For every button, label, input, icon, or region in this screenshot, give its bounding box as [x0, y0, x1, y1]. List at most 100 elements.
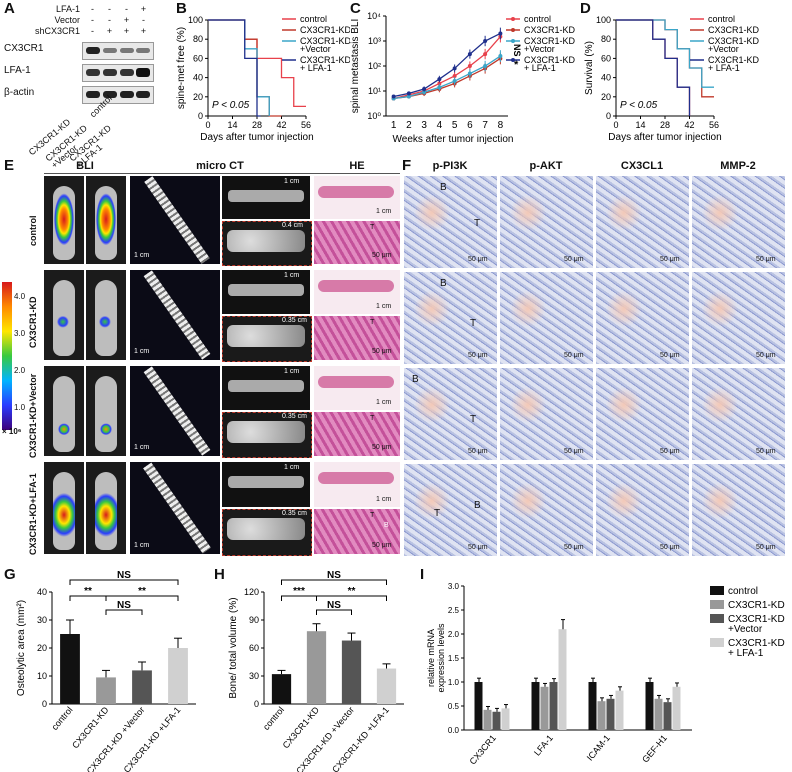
blot-band-lfa1: [82, 64, 154, 82]
x-axis-label: Weeks after tumor injection: [393, 134, 514, 145]
bar: [96, 677, 116, 704]
blot-band-actin: [82, 86, 154, 104]
y-tick-label: 30: [37, 615, 47, 625]
blot-row-label: shCX3CR1: [34, 26, 80, 36]
legend-marker: [511, 28, 515, 32]
bar: [271, 674, 292, 704]
scale-bar-label: 50 μm: [372, 542, 392, 549]
blot-label-cx3cr1: CX3CR1: [4, 43, 44, 54]
scale-bar-label: 1 cm: [134, 348, 150, 355]
bli-point: [406, 94, 411, 99]
legend-label: CX3CR1-KD: [728, 638, 785, 649]
y-tick-label: 60: [601, 53, 611, 63]
bli-point: [467, 64, 472, 68]
sig-stars: **: [348, 586, 356, 597]
ns-label: NS: [327, 600, 341, 611]
spine-shape: [143, 462, 211, 554]
ihc-image: [404, 368, 497, 460]
y-tick-label: 0.0: [448, 726, 460, 735]
x-axis-label: Days after tumor injection: [608, 132, 721, 143]
ns-label: NS: [117, 600, 131, 611]
scale-bar-label: 0.4 cm: [282, 222, 304, 229]
y-tick-label: 60: [249, 643, 259, 653]
mouse-body: [53, 376, 75, 452]
bli-point: [391, 94, 396, 99]
scale-bar-label: 50 μm: [756, 448, 776, 455]
panel-letter-i: I: [420, 566, 425, 583]
sig-bracket: [105, 595, 179, 601]
scale-bar-label: 1 cm: [284, 464, 300, 471]
scale-bar-label: 0.35 cm: [282, 317, 307, 324]
he-high-image: [314, 221, 400, 264]
scale-bar-label: 50 μm: [468, 256, 488, 263]
he-high-image: [314, 509, 400, 554]
legend-label: +Vector: [728, 624, 763, 635]
x-tick-label: 14: [635, 120, 645, 130]
mouse-body: [53, 472, 75, 550]
bar: [132, 670, 152, 704]
bar: [588, 682, 597, 730]
mouse-body: [95, 280, 117, 356]
e-row-label-control: control: [28, 215, 38, 247]
bli-point: [467, 71, 472, 76]
he-high-image: [314, 412, 400, 456]
bar: [531, 682, 540, 730]
y-tick-label: 100: [188, 15, 203, 25]
he-low-image: [314, 270, 400, 314]
he-section: [318, 472, 394, 484]
panel-letter-d: D: [580, 0, 591, 17]
bar: [376, 668, 397, 704]
blot-row-label: LFA-1: [55, 4, 80, 14]
panel-letter-g: G: [4, 566, 16, 583]
blot-label-actin: β-actin: [4, 87, 35, 98]
legend-label: CX3CR1-KD: [708, 36, 760, 46]
x-tick-label: 7: [482, 120, 488, 131]
he-low-image: [314, 366, 400, 410]
bone-zoom: [227, 518, 305, 540]
x-tick-label: 6: [467, 120, 473, 131]
panel-d-chart: 0 20 40 60 80 100 0 14 28 42 56 Days after tumor in…: [584, 14, 760, 143]
scale-bar-label: 50 μm: [372, 252, 392, 259]
bli-image: [44, 270, 84, 360]
x-tick-label: 5: [452, 120, 458, 131]
bli-point: [498, 31, 503, 36]
bar: [663, 702, 672, 730]
e-header-he: HE: [349, 160, 365, 172]
blot-sign: +: [140, 4, 147, 14]
mouse-body: [95, 186, 117, 260]
bone-section: [228, 284, 304, 296]
bone-label: B: [412, 374, 419, 385]
y-tick-label: 30: [249, 671, 259, 681]
ihc-image: [404, 176, 497, 268]
e-row-label-kd: CX3CR1-KD: [28, 296, 38, 348]
scale-bar-label: 1 cm: [134, 444, 150, 451]
sig-bracket: [281, 579, 387, 585]
blot-sign: +: [123, 26, 130, 36]
x-tick-label: 2: [406, 120, 412, 131]
y-tick-label: 0.5: [448, 702, 460, 711]
scale-bar-label: 1 cm: [376, 399, 392, 406]
legend-label: + LFA-1: [300, 63, 332, 73]
y-tick-label: 10¹: [368, 86, 381, 96]
panel-letter-f: F: [402, 157, 412, 174]
tumor-label: T: [434, 508, 441, 519]
panel-letter-b: B: [176, 0, 187, 17]
scale-bar-label: 50 μm: [468, 448, 488, 455]
y-tick-label: 2.5: [448, 606, 460, 615]
panel-letter-h: H: [214, 566, 225, 583]
sig-bracket: [105, 609, 143, 615]
legend-label: control: [524, 14, 551, 24]
bar: [615, 690, 624, 730]
legend-marker: [511, 58, 515, 62]
legend-swatch: [710, 600, 724, 609]
km-line-3: [616, 19, 691, 116]
microct-spine-image: [130, 462, 220, 554]
x-tick-label: 4: [437, 120, 443, 131]
scale-tick: 3.0: [14, 329, 26, 338]
bar: [306, 631, 327, 704]
f-header-cx3cl1: CX3CL1: [620, 160, 664, 172]
sig-bracket: [316, 595, 387, 601]
y-tick-label: 0: [254, 699, 259, 709]
he-high-image: [314, 316, 400, 360]
bli-color-scale: [2, 282, 12, 430]
